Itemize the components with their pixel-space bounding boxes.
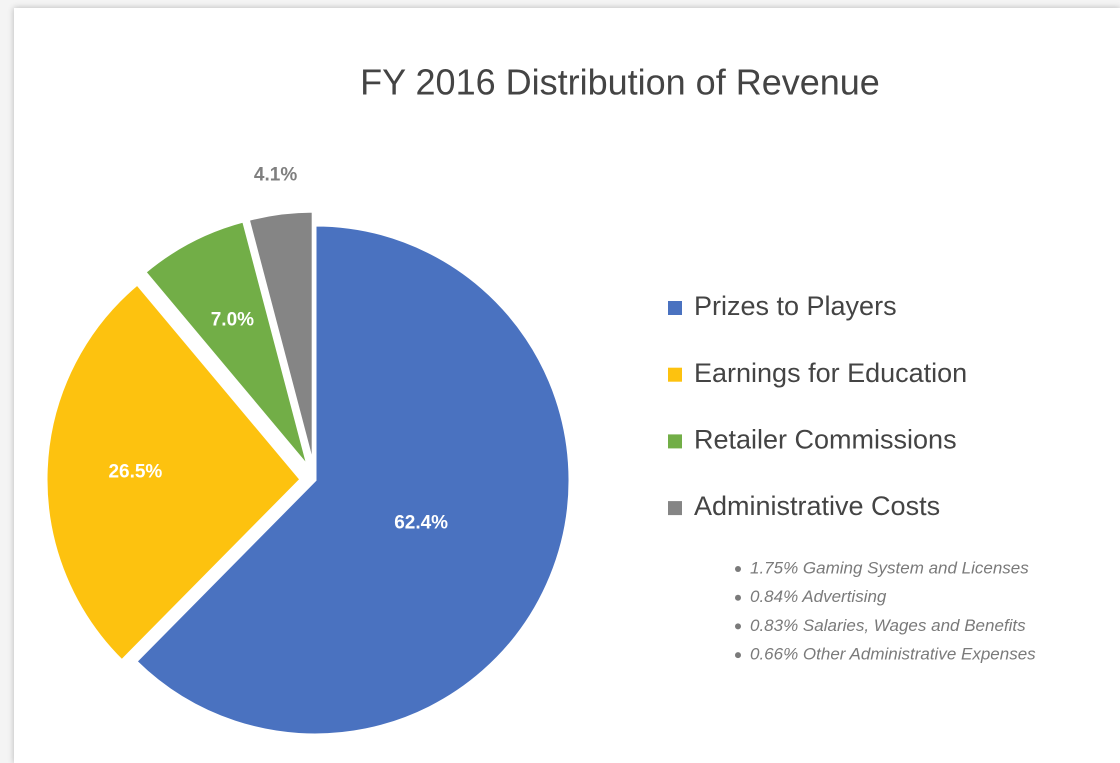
legend-swatch (668, 301, 682, 315)
data-label: 7.0% (211, 309, 254, 330)
note-bullet (735, 623, 741, 630)
legend-label: Retailer Commissions (694, 425, 957, 455)
legend-label: Earnings for Education (694, 358, 967, 388)
pie-slice (246, 209, 315, 467)
pie-slice (142, 219, 311, 469)
pie-slice (133, 223, 572, 737)
legend-swatch (668, 501, 682, 516)
legend-label: Administrative Costs (694, 491, 940, 521)
note: 1.75% Gaming System and Licenses (750, 558, 1029, 577)
legend-label: Prizes to Players (694, 291, 897, 321)
data-label: 4.1% (254, 165, 297, 186)
chart-title: FY 2016 Distribution of Revenue (360, 62, 880, 103)
note-bullet (735, 594, 741, 601)
legend-swatch (668, 434, 682, 449)
note: 0.83% Salaries, Wages and Benefits (750, 616, 1026, 635)
data-label: 26.5% (108, 462, 162, 483)
pie-slice (44, 281, 304, 663)
note: 0.66% Other Administrative Expenses (750, 645, 1036, 664)
data-label: 62.4% (394, 513, 448, 534)
note-bullet (735, 652, 741, 659)
note-bullet (735, 566, 741, 572)
note: 0.84% Advertising (750, 587, 887, 606)
legend-swatch (668, 367, 682, 382)
